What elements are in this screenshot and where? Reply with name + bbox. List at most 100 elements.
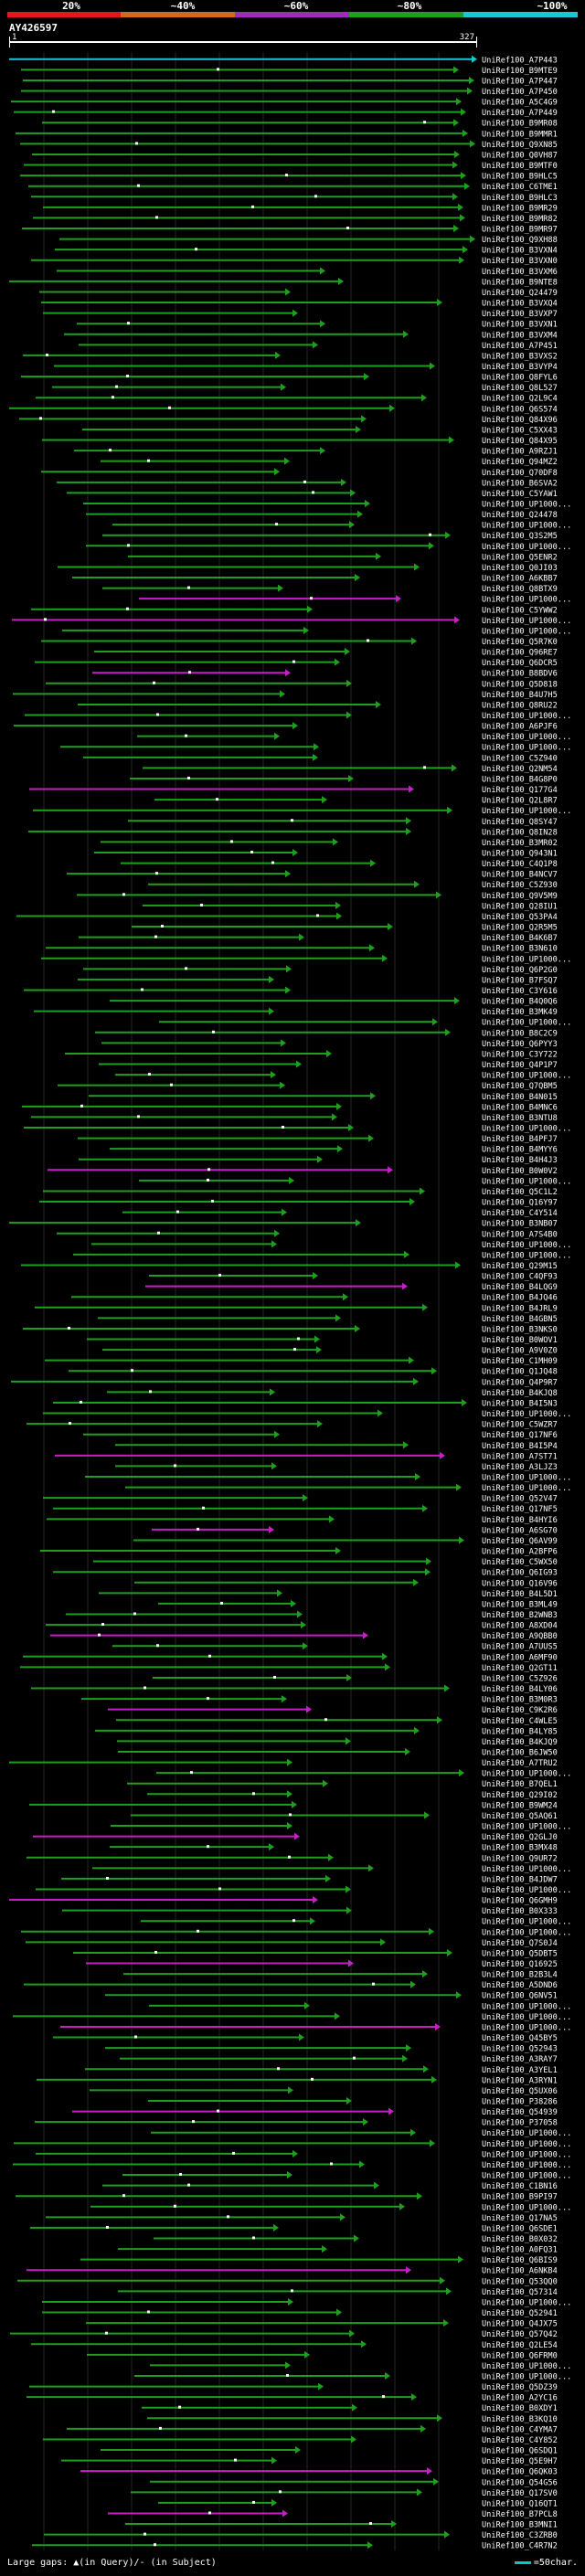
hit-label[interactable]: UniRef100_UP1000... [482, 1865, 571, 1874]
hit-row[interactable]: UniRef100_B4U7H5 [13, 690, 558, 700]
hit-label[interactable]: UniRef100_B3KQ10 [482, 2415, 558, 2424]
hit-row[interactable]: UniRef100_Q16V96 [134, 1578, 558, 1589]
hit-label[interactable]: UniRef100_Q2L9C4 [482, 395, 558, 404]
hit-row[interactable]: UniRef100_A6NKB4 [27, 2266, 558, 2276]
hit-row[interactable]: UniRef100_B4K6B7 [79, 933, 558, 944]
hit-label[interactable]: UniRef100_Q6S574 [482, 405, 558, 414]
hit-label[interactable]: UniRef100_B3VXP7 [482, 310, 558, 319]
hit-label[interactable]: UniRef100_B3VXN0 [482, 257, 558, 266]
hit-label[interactable]: UniRef100_B9MR97 [482, 226, 558, 235]
hit-row[interactable]: UniRef100_A7P450 [21, 87, 558, 98]
hit-label[interactable]: UniRef100_UP1000... [482, 712, 571, 721]
hit-label[interactable]: UniRef100_Q8RU22 [482, 701, 558, 710]
hit-row[interactable]: UniRef100_Q2L9C4 [36, 394, 558, 404]
hit-label[interactable]: UniRef100_UP1000... [482, 596, 571, 605]
hit-label[interactable]: UniRef100_UP1000... [482, 2203, 571, 2212]
hit-label[interactable]: UniRef100_B3MNI1 [482, 2521, 558, 2530]
hit-row[interactable]: UniRef100_B9HLC3 [31, 193, 558, 203]
hit-row[interactable]: UniRef100_Q6FRM0 [87, 2350, 558, 2361]
hit-row[interactable]: UniRef100_B3KQ10 [147, 2414, 558, 2424]
hit-row[interactable]: UniRef100_B4PFJ7 [78, 1134, 558, 1145]
hit-label[interactable]: UniRef100_UP1000... [482, 2002, 571, 2011]
hit-label[interactable]: UniRef100_Q16925 [482, 1960, 558, 1969]
hit-label[interactable]: UniRef100_C6TME1 [482, 183, 558, 192]
hit-label[interactable]: UniRef100_UP1000... [482, 1823, 571, 1832]
hit-row[interactable]: UniRef100_UP1000... [91, 1240, 571, 1250]
hit-row[interactable]: UniRef100_P37058 [35, 2118, 558, 2128]
hit-row[interactable]: UniRef100_B3VXS2 [23, 351, 558, 362]
hit-row[interactable]: UniRef100_B4N015 [89, 1092, 558, 1102]
hit-row[interactable]: UniRef100_A7TRU2 [9, 1758, 558, 1769]
hit-label[interactable]: UniRef100_B9MR08 [482, 120, 558, 129]
hit-row[interactable]: UniRef100_A7P447 [23, 76, 558, 87]
hit-row[interactable]: UniRef100_B3MX48 [110, 1843, 558, 1853]
hit-row[interactable]: UniRef100_Q5AQ61 [131, 1811, 558, 1821]
hit-label[interactable]: UniRef100_B4LQG9 [482, 1283, 558, 1292]
hit-row[interactable]: UniRef100_UP1000... [149, 2001, 571, 2012]
hit-label[interactable]: UniRef100_Q8IN28 [482, 828, 558, 837]
hit-label[interactable]: UniRef100_B3N610 [482, 945, 558, 954]
hit-row[interactable]: UniRef100_Q9V5M9 [77, 891, 558, 901]
hit-row[interactable]: UniRef100_Q7QBM5 [58, 1081, 558, 1092]
hit-label[interactable]: UniRef100_A3YEL1 [482, 2066, 558, 2075]
hit-row[interactable]: UniRef100_B4MYY6 [110, 1145, 558, 1155]
hit-row[interactable]: UniRef100_Q6IG93 [53, 1568, 558, 1578]
hit-row[interactable]: UniRef100_Q9UR72 [27, 1853, 558, 1864]
hit-label[interactable]: UniRef100_C4R7N2 [482, 2542, 558, 2551]
hit-row[interactable]: UniRef100_Q52V47 [43, 1494, 558, 1504]
hit-row[interactable]: UniRef100_B3N610 [46, 944, 558, 954]
hit-row[interactable]: UniRef100_C4YMA7 [67, 2424, 558, 2435]
hit-label[interactable]: UniRef100_A7P451 [482, 342, 558, 351]
hit-row[interactable]: UniRef100_Q2NM54 [143, 764, 558, 774]
hit-label[interactable]: UniRef100_Q45BY5 [482, 2034, 558, 2043]
hit-label[interactable]: UniRef100_B4JQ46 [482, 1294, 558, 1303]
hit-label[interactable]: UniRef100_B9MR82 [482, 215, 558, 224]
hit-row[interactable]: UniRef100_A9QBB0 [50, 1631, 558, 1642]
hit-label[interactable]: UniRef100_UP1000... [482, 1770, 571, 1779]
hit-label[interactable]: UniRef100_UP1000... [482, 1241, 571, 1250]
hit-row[interactable]: UniRef100_UP1000... [112, 521, 571, 531]
hit-label[interactable]: UniRef100_Q4P9R7 [482, 1378, 558, 1387]
hit-label[interactable]: UniRef100_A9V0Z0 [482, 1347, 558, 1356]
hit-row[interactable]: UniRef100_B9MTF0 [24, 161, 558, 172]
hit-row[interactable]: UniRef100_A0FQ31 [118, 2245, 558, 2255]
hit-row[interactable]: UniRef100_C4Y514 [122, 1208, 558, 1219]
hit-row[interactable]: UniRef100_UP1000... [14, 2139, 571, 2149]
hit-row[interactable]: UniRef100_B9MR29 [43, 203, 558, 214]
hit-row[interactable]: UniRef100_Q57314 [118, 2287, 558, 2297]
hit-label[interactable]: UniRef100_Q2GT11 [482, 1664, 558, 1673]
hit-row[interactable]: UniRef100_Q96RE7 [94, 648, 558, 658]
hit-label[interactable]: UniRef100_Q9UR72 [482, 1854, 558, 1863]
hit-row[interactable]: UniRef100_Q5ENR2 [128, 552, 558, 563]
hit-row[interactable]: UniRef100_Q5R7K0 [41, 637, 558, 647]
hit-label[interactable]: UniRef100_A6NKB4 [482, 2267, 558, 2276]
hit-label[interactable]: UniRef100_UP1000... [482, 2140, 571, 2149]
hit-row[interactable]: UniRef100_C4WLE5 [116, 1716, 558, 1726]
hit-row[interactable]: UniRef100_B9MR82 [33, 214, 558, 224]
hit-row[interactable]: UniRef100_A7ST71 [55, 1451, 558, 1462]
hit-label[interactable]: UniRef100_C3Y722 [482, 1050, 558, 1059]
hit-row[interactable]: UniRef100_UP1000... [73, 1250, 571, 1261]
hit-row[interactable]: UniRef100_C5XX43 [82, 425, 558, 436]
hit-label[interactable]: UniRef100_B0W0V2 [482, 1167, 558, 1176]
hit-row[interactable]: UniRef100_A6SG70 [152, 1525, 558, 1536]
hit-row[interactable]: UniRef100_Q45BY5 [53, 2033, 558, 2044]
hit-row[interactable]: UniRef100_Q53QQ0 [17, 2276, 558, 2287]
hit-label[interactable]: UniRef100_B7FSQ7 [482, 976, 558, 985]
hit-row[interactable]: UniRef100_Q70DF8 [41, 468, 558, 478]
hit-label[interactable]: UniRef100_UP1000... [482, 1474, 571, 1483]
hit-label[interactable]: UniRef100_UP1000... [482, 1928, 571, 1937]
hit-label[interactable]: UniRef100_UP1000... [482, 1918, 571, 1927]
hit-label[interactable]: UniRef100_B3VYP4 [482, 363, 558, 372]
hit-label[interactable]: UniRef100_Q17SV0 [482, 2489, 558, 2498]
hit-row[interactable]: UniRef100_Q24478 [86, 510, 558, 521]
hit-label[interactable]: UniRef100_A3RYN1 [482, 2076, 558, 2085]
hit-label[interactable]: UniRef100_Q2GLJ0 [482, 1833, 558, 1842]
hit-row[interactable]: UniRef100_Q943N1 [94, 849, 558, 859]
hit-label[interactable]: UniRef100_B4HYI6 [482, 1516, 558, 1525]
hit-row[interactable]: UniRef100_A7P451 [79, 341, 558, 351]
hit-row[interactable]: UniRef100_B7PCL8 [108, 2509, 558, 2519]
hit-label[interactable]: UniRef100_Q96RE7 [482, 649, 558, 658]
hit-label[interactable]: UniRef100_A5DND6 [482, 1981, 558, 1990]
hit-row[interactable]: UniRef100_B4GBN5 [98, 1314, 558, 1324]
